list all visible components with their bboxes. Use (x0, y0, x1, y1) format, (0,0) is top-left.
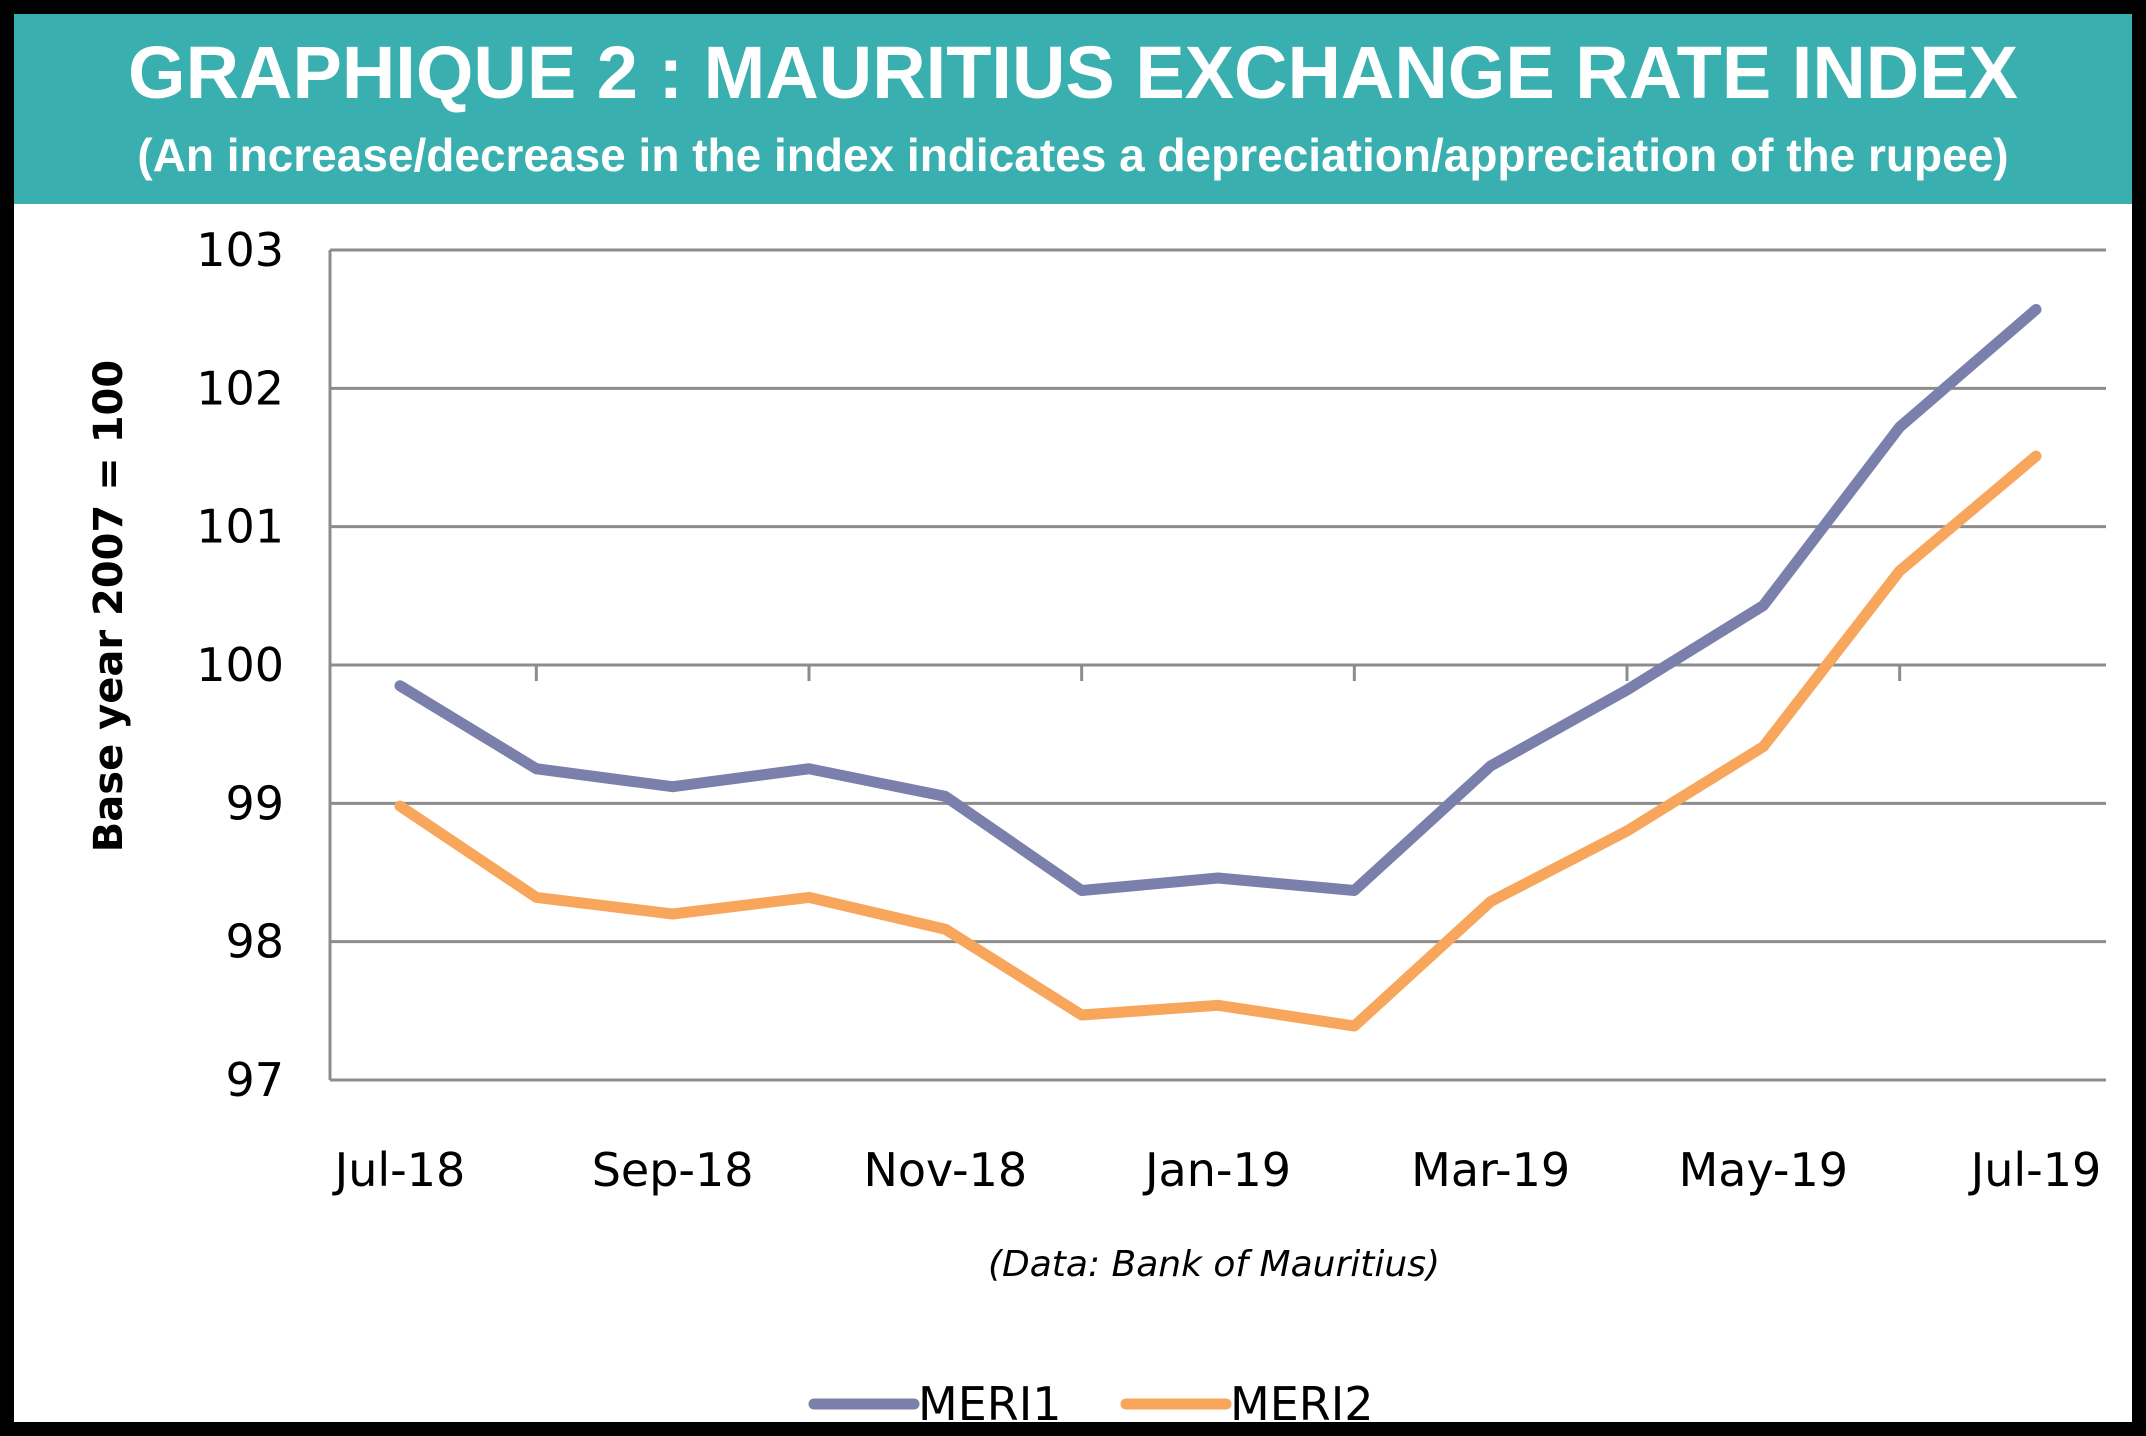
axis-layer (328, 250, 1902, 1080)
x-tick-label: Jan-19 (1142, 1143, 1291, 1197)
y-tick-label: 99 (225, 776, 284, 830)
data-source-label: (Data: Bank of Mauritius) (988, 1244, 1440, 1285)
y-tick-label: 101 (196, 500, 284, 554)
x-tick-label: Jul-18 (332, 1143, 466, 1197)
y-tick-label: 100 (196, 638, 284, 692)
legend-label-meri1: MERI1 (918, 1377, 1062, 1431)
chart-header: GRAPHIQUE 2 : MAURITIUS EXCHANGE RATE IN… (14, 14, 2132, 204)
legend-label-meri2: MERI2 (1230, 1377, 1374, 1431)
y-tick-label: 103 (196, 223, 284, 277)
y-tick-label: 98 (225, 915, 284, 969)
chart-subtitle: (An increase/decrease in the index indic… (137, 129, 2009, 181)
y-tick-label: 97 (225, 1053, 284, 1107)
x-tick-label: Jul-19 (1968, 1143, 2102, 1197)
label-layer: 97 98 99 100 101 102 103 Jul-18 Sep-18 Nov-18 Jan-… (196, 223, 2101, 1197)
legend: MERI1 MERI2 (808, 1377, 1374, 1431)
x-tick-label: Mar-19 (1411, 1143, 1570, 1197)
x-tick-label: Sep-18 (592, 1143, 754, 1197)
series-layer (394, 303, 2042, 1032)
line-chart: 97 98 99 100 101 102 103 Jul-18 Sep-18 Nov-18 Jan-… (86, 223, 2106, 1431)
x-tick-label: May-19 (1679, 1143, 1848, 1197)
grid-layer (330, 248, 2106, 1082)
y-axis-label: Base year 2007 = 100 (86, 360, 132, 852)
chart-title: GRAPHIQUE 2 : MAURITIUS EXCHANGE RATE IN… (128, 31, 2018, 114)
y-tick-label: 102 (196, 361, 284, 415)
x-tick-label: Nov-18 (863, 1143, 1027, 1197)
